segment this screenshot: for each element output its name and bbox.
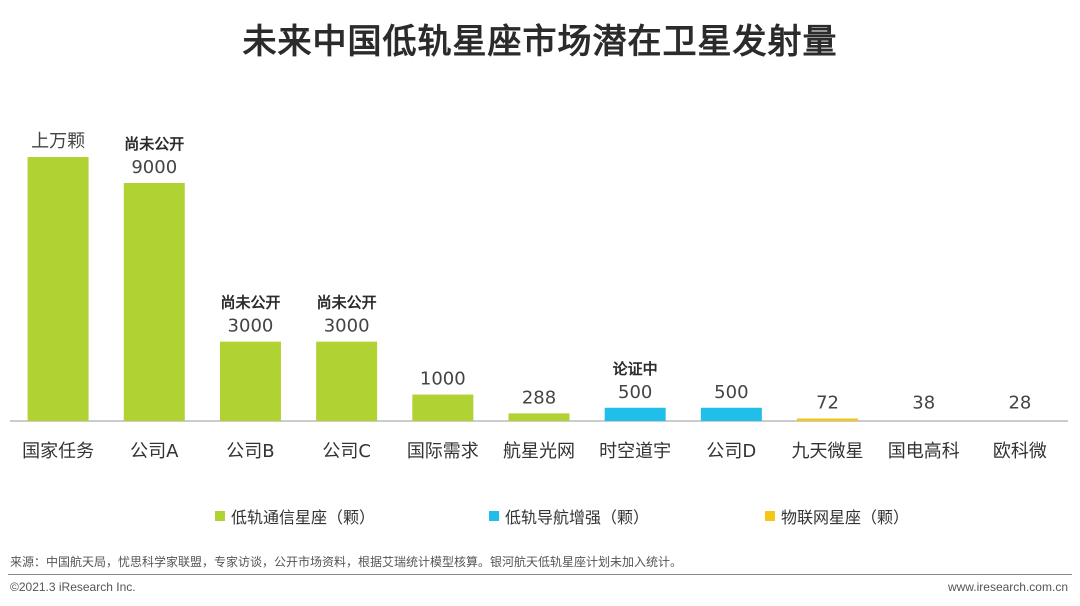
bar-4 <box>412 394 474 421</box>
copyright: ©2021.3 iResearch Inc. <box>10 580 136 594</box>
value-label-5: 288 <box>522 387 556 408</box>
chart-title: 未来中国低轨星座市场潜在卫星发射量 <box>242 22 838 62</box>
value-label-3: 3000 <box>324 316 370 337</box>
bar-5 <box>508 413 570 421</box>
category-label-8: 九天微星 <box>792 441 864 462</box>
bar-8 <box>797 418 859 421</box>
legend-item-comm: 低轨通信星座（颗） <box>215 504 375 528</box>
category-label-2: 公司B <box>226 441 274 462</box>
note-label-3: 尚未公开 <box>317 294 377 312</box>
footer-divider <box>8 574 1072 575</box>
bar-3 <box>316 341 378 421</box>
note-label-6: 论证中 <box>613 360 658 378</box>
note-label-1: 尚未公开 <box>124 135 184 153</box>
bar-7 <box>700 407 762 421</box>
bar-6 <box>604 407 666 421</box>
category-label-6: 时空道宇 <box>599 441 671 462</box>
category-label-3: 公司C <box>322 441 371 462</box>
legend-label-nav: 低轨导航增强（颗） <box>505 508 650 527</box>
value-label-9: 38 <box>912 393 935 414</box>
value-label-7: 500 <box>714 382 748 403</box>
legend-item-nav: 低轨导航增强（颗） <box>489 504 649 528</box>
value-label-0: 上万颗 <box>31 131 85 152</box>
legend-swatch-nav <box>489 511 499 521</box>
legend-swatch-comm <box>215 511 225 521</box>
legend-item-iot: 物联网星座（颗） <box>765 504 909 528</box>
legend-label-comm: 低轨通信星座（颗） <box>231 508 376 527</box>
bar-0 <box>27 157 89 421</box>
value-label-10: 28 <box>1008 393 1031 414</box>
value-label-4: 1000 <box>420 369 466 390</box>
bar-2 <box>219 341 281 421</box>
category-label-4: 国际需求 <box>407 441 479 462</box>
category-label-10: 欧科微 <box>993 441 1047 462</box>
note-label-2: 尚未公开 <box>220 294 280 312</box>
website-link[interactable]: www.iresearch.com.cn <box>947 580 1068 594</box>
value-label-1: 9000 <box>131 157 177 178</box>
category-label-7: 公司D <box>706 441 756 462</box>
value-label-8: 72 <box>816 393 839 414</box>
bar-1 <box>123 183 185 421</box>
legend: 低轨通信星座（颗） 低轨导航增强（颗） 物联网星座（颗） <box>0 504 1080 528</box>
category-label-5: 航星光网 <box>503 441 575 462</box>
legend-swatch-iot <box>765 511 775 521</box>
value-label-6: 500 <box>618 382 652 403</box>
source-note: 来源：中国航天局，忧思科学家联盟，专家访谈，公开市场资料，根据艾瑞统计模型核算。… <box>10 555 683 569</box>
category-label-1: 公司A <box>130 441 179 462</box>
category-label-0: 国家任务 <box>22 441 94 462</box>
legend-label-iot: 物联网星座（颗） <box>781 508 910 527</box>
value-label-2: 3000 <box>228 316 274 337</box>
category-label-9: 国电高科 <box>888 441 960 462</box>
